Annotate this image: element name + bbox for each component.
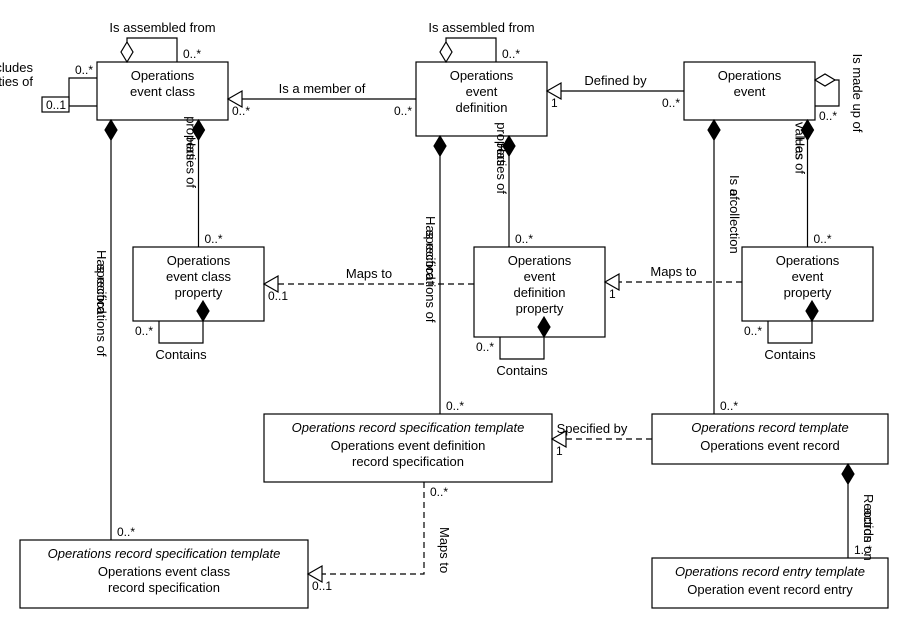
svg-text:Operations: Operations xyxy=(131,68,195,83)
svg-text:Operations: Operations xyxy=(718,68,782,83)
svg-text:Is assembled from: Is assembled from xyxy=(428,20,534,35)
svg-text:properties: properties xyxy=(494,122,509,180)
svg-text:Operations event definition: Operations event definition xyxy=(331,438,486,453)
svg-text:Defined by: Defined by xyxy=(584,73,647,88)
svg-text:0..*: 0..* xyxy=(75,63,93,77)
svg-text:Operations record specificatio: Operations record specification template xyxy=(48,546,281,561)
svg-text:Is a collection: Is a collection xyxy=(727,175,742,254)
svg-text:record specification: record specification xyxy=(352,454,464,469)
uml-diagram: Operationsevent classOperationseventdefi… xyxy=(0,0,908,630)
svg-text:1: 1 xyxy=(556,444,563,458)
svg-text:Maps to: Maps to xyxy=(650,264,696,279)
svg-text:event class: event class xyxy=(130,84,196,99)
node-operation-event-record-entry: Operations record entry template Operatio… xyxy=(652,558,888,608)
node-operations-event-class-record-spec: Operations record specification template… xyxy=(20,540,308,608)
svg-text:Operations event record: Operations event record xyxy=(700,438,839,453)
svg-text:of: of xyxy=(727,189,742,200)
svg-text:properties: properties xyxy=(184,116,199,174)
svg-text:Contains: Contains xyxy=(764,347,816,362)
svg-text:definition: definition xyxy=(513,285,565,300)
svg-text:Operations: Operations xyxy=(776,253,840,268)
svg-text:1: 1 xyxy=(551,96,558,110)
node-operations-event-definition-record-spec: Operations record specification template… xyxy=(264,414,552,482)
node-operations-event-class: Operationsevent class xyxy=(97,62,228,120)
svg-text:Operations event class: Operations event class xyxy=(98,564,231,579)
svg-text:Is assembled from: Is assembled from xyxy=(109,20,215,35)
svg-text:0..*: 0..* xyxy=(394,104,412,118)
svg-text:Operations: Operations xyxy=(450,68,514,83)
svg-text:event class: event class xyxy=(166,269,232,284)
svg-text:0..*: 0..* xyxy=(744,324,762,338)
svg-text:Contains: Contains xyxy=(155,347,207,362)
svg-text:1: 1 xyxy=(609,287,616,301)
svg-text:Is a member of: Is a member of xyxy=(279,81,366,96)
svg-text:0..*: 0..* xyxy=(183,47,201,61)
svg-text:0..1: 0..1 xyxy=(312,579,332,593)
svg-text:of: of xyxy=(184,177,199,188)
svg-text:0..*: 0..* xyxy=(515,232,533,246)
svg-text:Maps to: Maps to xyxy=(437,527,452,573)
svg-text:Contains: Contains xyxy=(496,363,548,378)
svg-text:Operations record template: Operations record template xyxy=(691,420,849,435)
svg-text:property: property xyxy=(175,285,223,300)
svg-text:action on: action on xyxy=(861,508,876,561)
svg-text:Operations: Operations xyxy=(508,253,572,268)
svg-text:of: of xyxy=(494,183,509,194)
svg-text:property: property xyxy=(784,285,832,300)
svg-text:0..*: 0..* xyxy=(135,324,153,338)
svg-text:0..*: 0..* xyxy=(446,399,464,413)
svg-text:Specified by: Specified by xyxy=(557,421,628,436)
svg-text:event: event xyxy=(792,269,824,284)
svg-text:event: event xyxy=(734,84,766,99)
svg-text:0..*: 0..* xyxy=(476,340,494,354)
svg-text:0..*: 0..* xyxy=(430,485,448,499)
svg-text:Is made up of: Is made up of xyxy=(850,54,865,133)
node-operations-event: Operationsevent xyxy=(684,62,815,120)
svg-text:0..*: 0..* xyxy=(720,399,738,413)
svg-text:definition: definition xyxy=(455,100,507,115)
svg-text:Operations record specificatio: Operations record specification template xyxy=(292,420,525,435)
svg-text:Includes: Includes xyxy=(0,60,33,75)
svg-text:0..*: 0..* xyxy=(662,96,680,110)
svg-text:property: property xyxy=(516,301,564,316)
svg-text:0..1: 0..1 xyxy=(46,98,66,112)
svg-text:0..*: 0..* xyxy=(232,104,250,118)
node-operations-event-definition: Operationseventdefinition xyxy=(416,62,547,136)
svg-text:0..*: 0..* xyxy=(814,232,832,246)
svg-text:0..1: 0..1 xyxy=(268,289,288,303)
svg-text:Operations: Operations xyxy=(167,253,231,268)
node-operations-event-record: Operations record template Operations eve… xyxy=(652,414,888,464)
svg-text:Maps to: Maps to xyxy=(346,266,392,281)
svg-text:Operation event record entry: Operation event record entry xyxy=(687,582,853,597)
svg-text:Operations record entry templa: Operations record entry template xyxy=(675,564,865,579)
svg-text:record specification: record specification xyxy=(108,580,220,595)
svg-text:0..*: 0..* xyxy=(502,47,520,61)
svg-text:values of: values of xyxy=(793,122,808,174)
svg-text:event: event xyxy=(466,84,498,99)
svg-text:properties of: properties of xyxy=(0,74,33,89)
svg-text:event: event xyxy=(524,269,556,284)
svg-text:0..*: 0..* xyxy=(117,525,135,539)
svg-text:specifications of: specifications of xyxy=(94,264,109,357)
svg-text:specifications of: specifications of xyxy=(423,230,438,323)
svg-text:0..*: 0..* xyxy=(819,109,837,123)
svg-text:0..*: 0..* xyxy=(205,232,223,246)
